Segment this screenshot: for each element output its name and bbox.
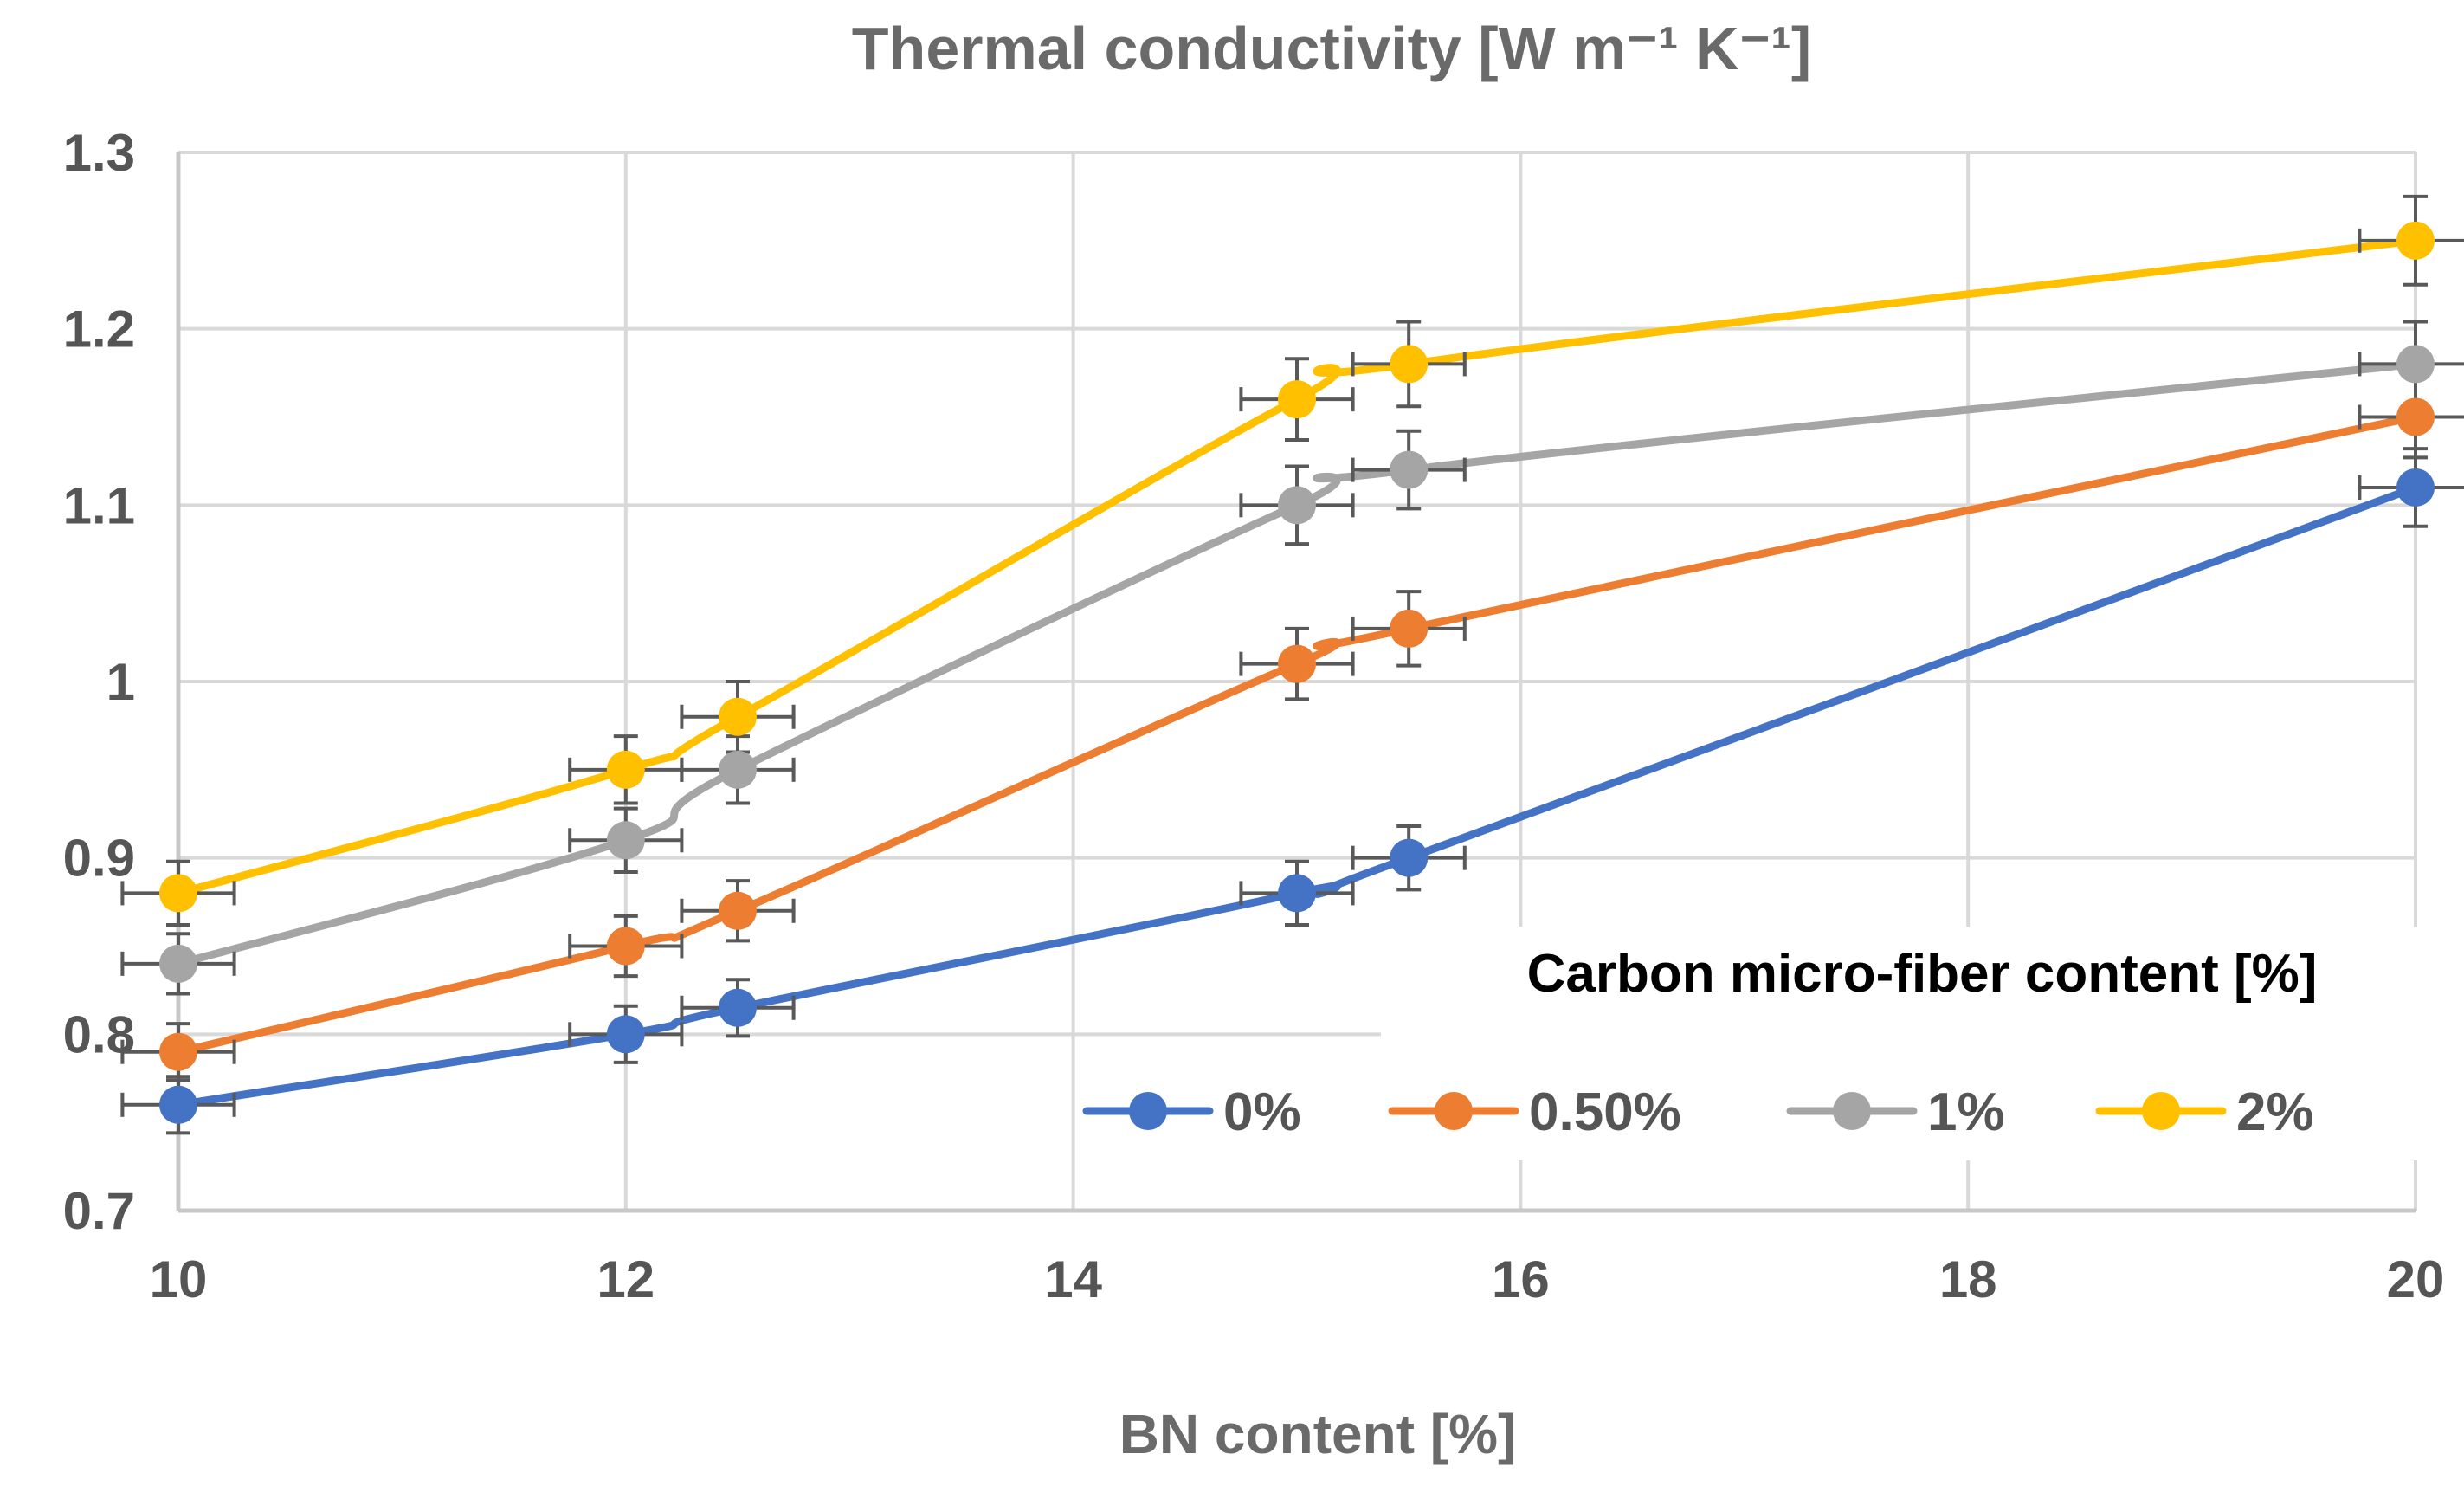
legend-marker xyxy=(1435,1092,1473,1130)
data-point xyxy=(606,927,645,966)
data-point xyxy=(2396,468,2435,507)
data-point xyxy=(1390,609,1429,648)
data-point xyxy=(606,1015,645,1054)
data-point xyxy=(606,750,645,789)
legend-label: 0.50% xyxy=(1529,1082,1681,1142)
data-point xyxy=(1278,380,1316,419)
legend-label: 0% xyxy=(1223,1082,1301,1142)
y-tick-label: 0.9 xyxy=(63,830,135,888)
y-tick-label: 0.8 xyxy=(63,1005,135,1063)
y-tick-label: 1.1 xyxy=(63,476,135,534)
y-tick-label: 1 xyxy=(106,653,135,711)
data-point xyxy=(2396,221,2435,260)
series-markers xyxy=(159,221,2435,1124)
data-point xyxy=(1278,644,1316,683)
data-point xyxy=(2396,397,2435,436)
data-point xyxy=(1278,874,1316,913)
data-point xyxy=(1390,838,1429,877)
data-point xyxy=(719,697,757,736)
x-tick-label: 12 xyxy=(597,1250,655,1308)
data-point xyxy=(1278,486,1316,525)
legend-marker xyxy=(2142,1092,2180,1130)
legend-marker xyxy=(1833,1092,1871,1130)
legend-entries: 0% 0.50% 1% 2% xyxy=(1082,1082,2314,1142)
data-point xyxy=(159,1085,197,1124)
x-tick-label: 10 xyxy=(150,1250,208,1308)
legend-title: Carbon micro-fiber content [%] xyxy=(1527,944,2318,1004)
x-tick-label: 14 xyxy=(1044,1250,1102,1308)
chart-title: Thermal conductivity [W m⁻¹ K⁻¹] xyxy=(852,15,1811,82)
data-point xyxy=(719,891,757,930)
data-point xyxy=(2396,345,2435,384)
data-point xyxy=(159,944,197,983)
data-point xyxy=(159,874,197,913)
data-point xyxy=(606,821,645,860)
legend: Carbon micro-fiber content [%] 0% 0.50% 1%… xyxy=(1082,927,2446,1160)
data-point xyxy=(719,750,757,789)
y-tick-label: 1.3 xyxy=(63,124,135,182)
y-tick-label: 1.2 xyxy=(63,300,135,359)
x-axis-label: BN content [%] xyxy=(1119,1403,1517,1465)
x-tick-label: 18 xyxy=(1939,1250,1997,1308)
x-tick-label: 16 xyxy=(1492,1250,1550,1308)
y-tick-label: 0.7 xyxy=(63,1182,135,1240)
data-point xyxy=(1390,450,1429,489)
legend-label: 2% xyxy=(2236,1082,2314,1142)
legend-background xyxy=(1381,927,2446,1160)
data-point xyxy=(159,1032,197,1071)
legend-marker xyxy=(1129,1092,1167,1130)
data-point xyxy=(1390,345,1429,384)
x-tick-label: 20 xyxy=(2387,1250,2445,1308)
axes: 0.7 0.8 0.9 1 1.1 1.2 1.3 10 12 14 16 18 20 xyxy=(63,124,2445,1308)
legend-label: 1% xyxy=(1927,1082,2005,1142)
data-point xyxy=(719,988,757,1027)
